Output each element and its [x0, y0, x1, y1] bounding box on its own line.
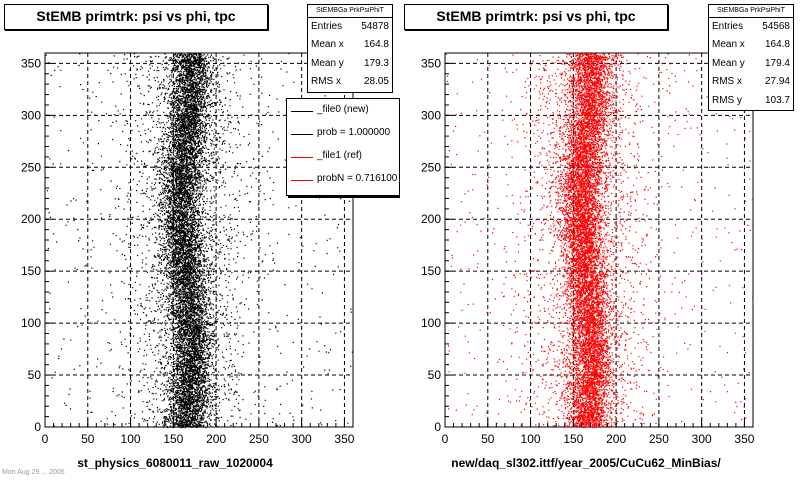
y-tick-label: 200 — [421, 212, 441, 226]
x-tick-label: 50 — [481, 432, 495, 446]
left-stats-row: Entries 54878 — [311, 21, 389, 32]
y-tick-label: 300 — [21, 108, 41, 122]
x-tick-label: 0 — [42, 432, 49, 446]
y-tick-label: 250 — [421, 160, 441, 174]
scatter-points — [445, 53, 755, 429]
legend-entry: _file0 (new) — [291, 101, 399, 121]
legend-entry: probN = 0.716100 — [291, 170, 399, 190]
left-stats-row: Mean x 164.8 — [311, 39, 389, 51]
y-tick-label: 50 — [28, 368, 42, 382]
legend-entry: prob = 1.000000 — [291, 124, 399, 144]
right-stats-box: StEMBGa PrkPsiPhiT Entries 54568 Mean x 16… — [708, 4, 794, 111]
left-stats-box: StEMBGa PrkPsiPhiT Entries 54878 Mean x 16… — [307, 4, 393, 93]
x-tick-label: 300 — [292, 432, 312, 446]
x-tick-label: 100 — [521, 432, 541, 446]
y-tick-label: 200 — [21, 212, 41, 226]
x-tick-label: 50 — [81, 432, 95, 446]
axes: 0 50 100 150 200 250 300 350 0 50 100 150 200 250 300 3… — [421, 52, 755, 446]
y-tick-label: 250 — [21, 160, 41, 174]
right-stats-row: Mean y 179.4 — [712, 57, 790, 69]
right-x-axis-title: new/daq_sl302.ittf/year_2005/CuCu62_MinB… — [451, 456, 721, 470]
x-tick-label: 0 — [442, 432, 449, 446]
left-stats-row: RMS x 28.05 — [311, 76, 389, 88]
right-title-box: StEMB primtrk: psi vs phi, tpc — [404, 4, 668, 30]
y-tick-label: 350 — [21, 56, 41, 70]
left-stats-row: Mean y 179.3 — [311, 57, 389, 69]
scatter-marks — [445, 53, 755, 429]
legend-box: _file0 (new) prob = 1.000000 _file1 (ref… — [286, 98, 400, 196]
x-tick-label: 350 — [734, 432, 754, 446]
x-tick-label: 350 — [334, 432, 354, 446]
y-tick-label: 0 — [434, 420, 441, 434]
y-tick-label: 0 — [34, 420, 41, 434]
y-tick-label: 100 — [21, 316, 41, 330]
right-stats-row: RMS y 103.7 — [712, 94, 790, 106]
legend-line-icon — [291, 180, 313, 181]
y-tick-label: 100 — [421, 316, 441, 330]
right-stats-row: Entries 54568 — [712, 21, 790, 32]
axes: 0 50 100 150 200 250 300 350 0 50 100 150 200 250 300 3… — [21, 52, 355, 446]
x-tick-label: 150 — [163, 432, 183, 446]
right-title: StEMB primtrk: psi vs phi, tpc — [436, 8, 636, 24]
left-x-axis-title: st_physics_6080011_raw_1020004 — [77, 456, 273, 470]
x-tick-label: 150 — [563, 432, 583, 446]
footnote: Mon Aug 29 ... 2005 — [2, 469, 65, 476]
y-tick-label: 150 — [421, 264, 441, 278]
left-title-box: StEMB primtrk: psi vs phi, tpc — [4, 4, 268, 30]
x-tick-label: 300 — [692, 432, 712, 446]
legend-entry: _file1 (ref) — [291, 147, 399, 167]
left-stats-header: StEMBGa PrkPsiPhiT — [308, 5, 392, 18]
legend-line-icon — [291, 134, 313, 135]
left-title: StEMB primtrk: psi vs phi, tpc — [36, 8, 236, 24]
x-tick-label: 250 — [649, 432, 669, 446]
y-tick-label: 350 — [421, 56, 441, 70]
x-tick-label: 200 — [606, 432, 626, 446]
legend-line-icon — [291, 157, 313, 158]
x-tick-label: 100 — [121, 432, 141, 446]
right-plot: 0 50 100 150 200 250 300 350 0 50 100 150 200 250 300 3… — [421, 52, 755, 446]
right-stats-row: RMS x 27.94 — [712, 76, 790, 88]
y-tick-label: 150 — [21, 264, 41, 278]
right-canvas: 0 50 100 150 200 250 300 350 0 50 100 150 200 250 300 3… — [400, 0, 800, 480]
legend-line-icon — [291, 111, 313, 112]
x-tick-label: 250 — [249, 432, 269, 446]
left-canvas: 0 50 100 150 200 250 300 350 0 50 100 150 200 250 300 3… — [0, 0, 400, 480]
x-tick-label: 200 — [206, 432, 226, 446]
right-stats-row: Mean x 164.8 — [712, 39, 790, 51]
y-tick-label: 50 — [428, 368, 442, 382]
y-tick-label: 300 — [421, 108, 441, 122]
right-stats-header: StEMBGa PrkPsiPhiT — [709, 5, 793, 18]
